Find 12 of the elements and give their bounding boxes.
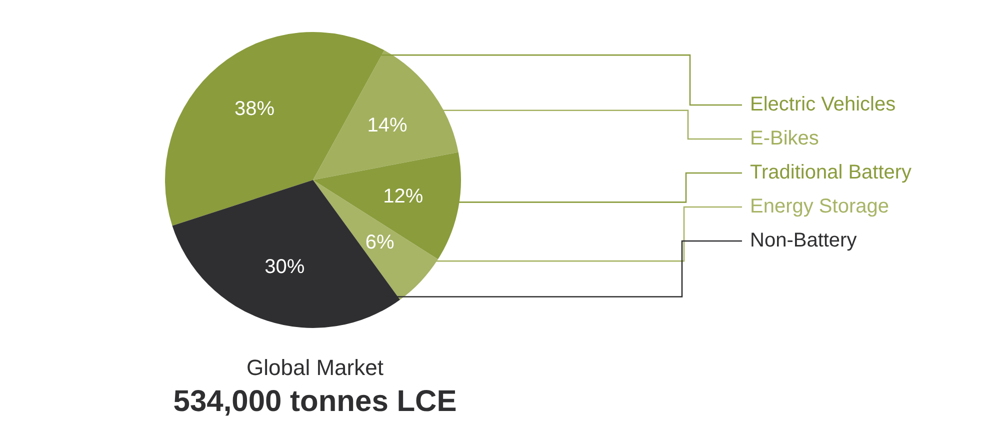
text: 534,000 tonnes LCE	[172, 385, 458, 419]
slice-label: Electric Vehicles	[750, 94, 896, 116]
slice-label: Traditional Battery	[750, 162, 912, 184]
slice-label: Energy Storage	[750, 196, 889, 218]
data-label: 14%	[367, 114, 408, 137]
data-label: 12%	[383, 186, 424, 208]
text: Global Market	[246, 355, 384, 381]
data-label: 38%	[234, 98, 275, 120]
data-label: 30%	[264, 256, 305, 278]
slice-label: Non-Battery	[750, 230, 857, 252]
data-label: 6%	[365, 231, 395, 254]
slice-label: E-Bikes	[750, 128, 819, 150]
